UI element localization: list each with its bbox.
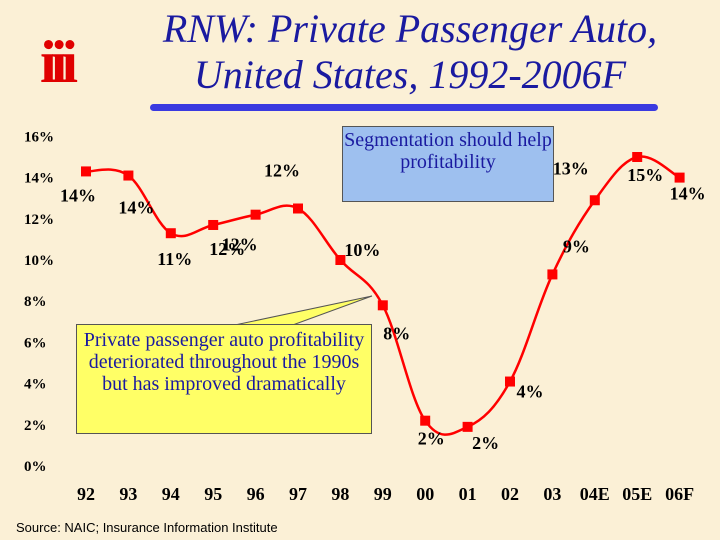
data-label: 14% [118, 198, 154, 218]
series-line [85, 155, 681, 436]
title-line-1: RNW: Private Passenger Auto, [162, 6, 658, 51]
data-point-marker [81, 166, 91, 177]
y-tick-label: 4% [24, 377, 47, 393]
data-label: 12% [264, 161, 300, 181]
x-tick-label: 00 [416, 484, 434, 504]
data-label: 10% [344, 240, 380, 260]
x-tick-label: 94 [162, 484, 180, 504]
data-point-marker [165, 228, 176, 239]
x-axis: 92 93 94 95 96 97 98 99 00 01 02 03 04E 05E 06F [77, 484, 694, 504]
y-tick-label: 14% [24, 171, 54, 187]
data-point-marker [547, 269, 558, 280]
data-label: 2% [418, 429, 445, 449]
deterioration-callout: Private passenger auto profitability det… [76, 324, 372, 434]
data-label: 14% [670, 184, 706, 204]
data-point-marker [293, 203, 303, 214]
data-point-marker [377, 300, 388, 311]
data-point-marker [462, 421, 473, 432]
x-tick-label: 03 [543, 484, 561, 504]
data-label: 14% [60, 185, 96, 205]
callout-pointers [229, 295, 373, 327]
y-tick-label: 10% [24, 253, 54, 269]
data-point-marker [420, 415, 431, 426]
data-point-marker [589, 195, 600, 206]
data-point-marker [505, 376, 515, 387]
x-tick-label: 06F [665, 484, 694, 504]
data-label: 15% [627, 165, 663, 185]
x-tick-label: 96 [247, 484, 265, 504]
data-point-marker [335, 255, 346, 265]
segmentation-callout: Segmentation should help profitability [342, 126, 554, 202]
title-underline [150, 104, 658, 111]
y-tick-label: 8% [24, 294, 47, 310]
y-axis: 0% 2% 4% 6% 8% 10% 12% 14% 16% [24, 129, 54, 475]
data-label: 12% [209, 239, 245, 259]
data-point-marker [123, 170, 134, 181]
data-point-marker [674, 172, 685, 183]
x-tick-label: 95 [204, 484, 222, 504]
deterioration-callout-pointer [229, 295, 373, 327]
data-label: 13% [553, 158, 589, 178]
data-label: 4% [517, 382, 544, 402]
x-tick-label: 97 [289, 484, 307, 504]
x-tick-label: 99 [374, 484, 392, 504]
y-tick-label: 12% [24, 212, 54, 228]
y-tick-label: 6% [24, 335, 47, 351]
x-tick-label: 04E [580, 484, 610, 504]
data-point-marker [632, 152, 643, 162]
y-tick-label: 2% [24, 418, 47, 434]
series-group [81, 152, 685, 436]
data-label: 8% [383, 323, 410, 343]
x-tick-label: 05E [622, 484, 652, 504]
data-label: 9% [563, 236, 590, 256]
data-label: 2% [472, 433, 499, 453]
x-tick-label: 93 [119, 484, 137, 504]
data-label: 12% [222, 235, 258, 255]
data-point-marker [250, 209, 261, 220]
data-point-marker [208, 219, 219, 230]
x-tick-label: 01 [459, 484, 477, 504]
y-tick-label: 16% [24, 129, 54, 145]
x-tick-label: 98 [331, 484, 349, 504]
title-line-2: United States, 1992-2006F [193, 52, 627, 97]
x-tick-label: 02 [501, 484, 519, 504]
page-title: RNW: Private Passenger Auto, United Stat… [120, 6, 700, 98]
data-label: 11% [157, 249, 192, 269]
data-labels: 14%14%11%12%12%12%10%8%2% 2%4%9%13% 15%14% [60, 158, 706, 453]
x-tick-label: 92 [77, 484, 95, 504]
source-note: Source: NAIC; Insurance Information Inst… [16, 520, 278, 535]
y-tick-label: 0% [24, 459, 47, 475]
iii-logo: iii [40, 29, 78, 95]
